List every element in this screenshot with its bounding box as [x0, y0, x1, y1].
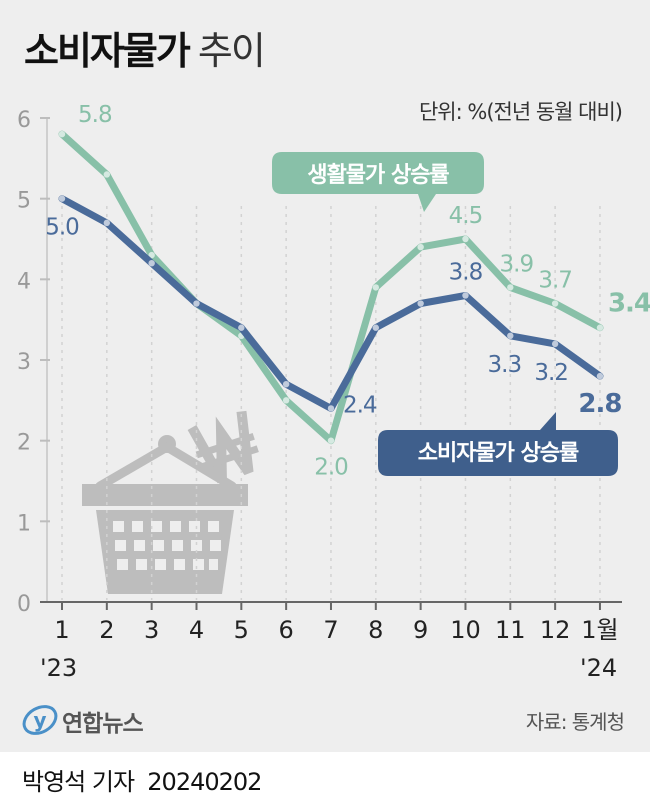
data-point-living — [507, 284, 514, 291]
data-label-living: 3.9 — [500, 251, 534, 277]
x-tick-label: 2 — [99, 616, 114, 644]
reporter-credit: 박영석 기자 20240202 — [22, 768, 262, 796]
x-tick-label: 9 — [413, 616, 428, 644]
x-tick-label: 5 — [234, 616, 249, 644]
data-point-consumer — [417, 300, 424, 307]
data-point-consumer — [58, 195, 66, 202]
data-label-group: 5.8 2.0 4.5 3.93.7 3.4 5.0 2.4 3.8 3.3 3.2 2.8 — [45, 102, 650, 481]
y-tick-group: 0 1 2 3 4 5 6 — [17, 108, 50, 617]
year-label-end: '24 — [580, 654, 618, 682]
x-tick-label: 12 — [540, 616, 571, 644]
x-tick-label: 3 — [144, 616, 159, 644]
data-point-living — [282, 397, 290, 404]
x-tick-label: 11 — [495, 616, 526, 644]
svg-text:y: y — [33, 708, 46, 732]
y-tick-label: 1 — [17, 511, 31, 536]
data-point-consumer — [103, 219, 111, 227]
page-title: 소비자물가 추이 — [24, 20, 266, 75]
title-bold: 소비자물가 — [24, 29, 191, 73]
data-label-living: 3.4 — [608, 289, 650, 319]
data-point-consumer — [148, 260, 155, 267]
yonhap-logo: y 연합뉴스 — [20, 700, 180, 740]
year-label-start: '23 — [40, 654, 78, 682]
y-tick-label: 6 — [17, 108, 31, 133]
yonhap-logo-icon: y — [22, 705, 58, 735]
data-point-living — [58, 130, 66, 138]
x-tick-label: 4 — [189, 616, 204, 644]
data-label-living: 4.5 — [449, 203, 483, 229]
data-point-living — [596, 324, 604, 331]
data-point-consumer — [193, 300, 200, 307]
data-point-consumer — [462, 292, 469, 299]
credit-bar: 박영석 기자 20240202 — [0, 752, 650, 811]
x-tick-label: 7 — [323, 616, 338, 644]
data-point-consumer — [507, 332, 514, 339]
x-axis: 1 2 3 4 5 6 7 8 9 10 11 12 1월 — [40, 601, 622, 644]
callout-consumer-label: 소비자물가 상승률 — [418, 441, 579, 466]
y-tick-label: 3 — [17, 350, 31, 375]
logo-text: 연합뉴스 — [62, 711, 144, 737]
source-label: 자료: 통계청 — [525, 710, 625, 734]
data-point-living — [372, 284, 380, 291]
data-point-consumer — [327, 405, 335, 412]
x-tick-label: 8 — [368, 616, 383, 644]
x-tick-label: 6 — [279, 616, 294, 644]
y-tick-label: 2 — [17, 431, 31, 456]
callout-consumer-price: 소비자물가 상승률 — [378, 412, 618, 476]
data-label-consumer: 3.3 — [488, 352, 522, 378]
data-label-living: 3.7 — [538, 268, 572, 294]
data-point-consumer — [551, 340, 559, 348]
callout-living-cost: 생활물가 상승률 — [272, 152, 484, 212]
data-point-consumer — [596, 372, 604, 380]
x-tick-label: 1월 — [581, 616, 618, 644]
y-axis: 0 1 2 3 4 5 6 — [17, 108, 50, 617]
x-tick-group: 1 2 3 4 5 6 7 8 9 10 11 12 1월 — [54, 602, 619, 644]
data-label-living: 2.0 — [314, 455, 348, 481]
data-point-living — [551, 300, 559, 307]
y-tick-label: 0 — [17, 592, 31, 617]
y-tick-label: 5 — [17, 189, 31, 214]
data-label-consumer: 2.8 — [578, 389, 621, 419]
y-tick-label: 4 — [17, 269, 31, 294]
guide-lines — [61, 206, 601, 600]
data-point-living — [148, 251, 155, 259]
basket-icon — [82, 435, 248, 594]
data-point-consumer — [372, 324, 380, 331]
data-point-living — [103, 171, 111, 178]
data-point-consumer — [238, 324, 245, 331]
won-sign-icon — [187, 410, 259, 484]
data-label-consumer: 2.4 — [343, 392, 377, 418]
data-label-living: 5.8 — [78, 102, 112, 128]
series-group — [58, 130, 604, 445]
data-point-living — [417, 243, 424, 251]
x-tick-label: 1 — [54, 616, 69, 644]
x-tick-label: 10 — [450, 616, 481, 644]
data-point-living — [462, 235, 469, 243]
data-point-living — [327, 437, 335, 444]
data-label-consumer: 3.2 — [534, 360, 568, 386]
data-point-consumer — [282, 381, 290, 388]
data-label-consumer: 5.0 — [45, 215, 79, 241]
unit-label: 단위: %(전년 동월 대비) — [418, 100, 623, 124]
title-light: 추이 — [197, 29, 266, 73]
data-label-consumer: 3.8 — [449, 259, 483, 285]
callout-living-label: 생활물가 상승률 — [307, 163, 449, 188]
